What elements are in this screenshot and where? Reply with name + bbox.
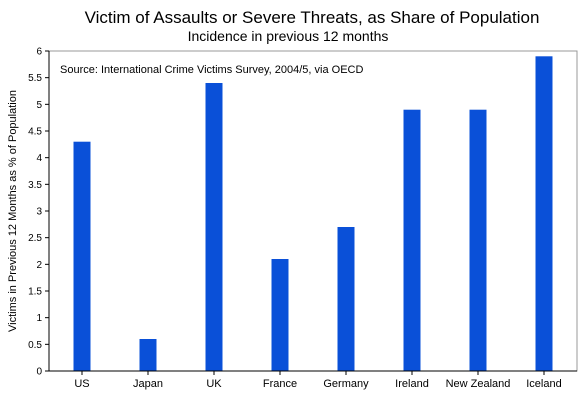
y-tick-label: 2 <box>36 260 42 271</box>
bar-uk <box>205 83 223 371</box>
y-tick-label: 2.5 <box>28 233 42 244</box>
bar-france <box>271 259 289 371</box>
y-tick-label: 1 <box>36 313 42 324</box>
bar-japan <box>139 339 157 371</box>
bar-ireland <box>403 109 421 371</box>
bars-group <box>73 56 553 372</box>
bar-new-zealand <box>469 109 487 371</box>
y-tick-label: 0.5 <box>28 340 42 351</box>
chart-subtitle: Incidence in previous 12 months <box>188 28 389 44</box>
x-tick-label: France <box>263 378 297 390</box>
y-tick-label: 0 <box>36 367 42 378</box>
y-tick-label: 4 <box>36 153 42 164</box>
x-tick-label: Iceland <box>526 378 561 390</box>
y-tick-label: 5 <box>36 100 42 111</box>
y-tick-label: 5.5 <box>28 73 42 84</box>
x-tick-label: Germany <box>323 378 369 390</box>
x-tick-label: US <box>74 378 89 390</box>
x-tick-label: New Zealand <box>446 378 511 390</box>
y-axis-label: Victims in Previous 12 Months as % of Po… <box>7 90 19 332</box>
y-axis-ticks: 0 0.5 1 1.5 2 2.5 3 3.5 4 4.5 5 5.5 6 <box>28 47 49 378</box>
y-tick-label: 1.5 <box>28 287 42 298</box>
x-tick-label: UK <box>206 378 222 390</box>
bar-us <box>73 141 91 371</box>
y-tick-label: 6 <box>36 47 42 58</box>
x-tick-label: Japan <box>133 378 163 390</box>
x-tick-label: Ireland <box>395 378 429 390</box>
source-annotation: Source: International Crime Victims Surv… <box>60 64 363 76</box>
bar-germany <box>337 227 355 371</box>
y-tick-label: 3.5 <box>28 180 42 191</box>
y-tick-label: 4.5 <box>28 127 42 138</box>
y-tick-label: 3 <box>36 207 42 218</box>
bar-iceland <box>535 56 553 372</box>
chart-title: Victim of Assaults or Severe Threats, as… <box>85 8 540 27</box>
x-axis-ticks: US Japan UK France Germany Ireland New Zealand… <box>74 371 562 390</box>
plot-frame <box>48 50 578 372</box>
